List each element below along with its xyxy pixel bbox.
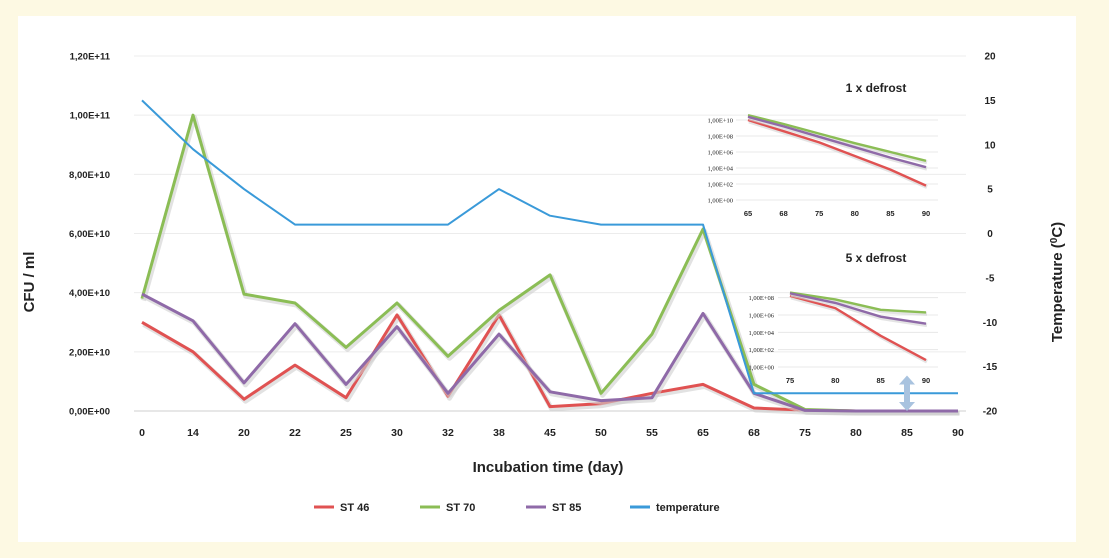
inset-series-line-st-70 [747,114,927,162]
x-tick-label: 80 [850,427,862,439]
inset-chart-2: 5 x defrost 1,00E+00 1,00E+02 1,00E+04 1,00E… [748,251,938,385]
x-tick-label: 55 [646,427,658,439]
inset-x-tick-label: 80 [831,376,839,385]
inset-series-line-st-85 [789,292,927,325]
y2-tick-label: -20 [983,407,998,418]
series-lines [140,99,960,416]
legend-item: ST 46 [314,502,369,514]
inset-series-line-st-46 [747,118,927,187]
x-tick-label: 0 [139,427,145,439]
x-axis-title: Incubation time (day) [473,459,624,476]
inset-x-tick-label: 85 [886,209,894,218]
y-tick-label: 2,00E+10 [69,347,110,358]
x-tick-label: 20 [238,427,250,439]
grid-lines [134,55,966,412]
y-tick-label: 8,00E+10 [69,170,110,181]
inset-y-tick-label: 1,00E+08 [707,134,733,141]
y-axis-title: CFU / ml [21,252,38,313]
inset-series-line-st-70 [789,291,927,314]
inset-y-tick-label: 1,00E+02 [748,347,774,354]
legend-label: ST 70 [446,502,475,514]
y-tick-label: 0,00E+00 [69,407,110,418]
legend: ST 46 ST 70 ST 85 temperature [314,502,720,514]
x-tick-label: 75 [799,427,811,439]
x-tick-label: 14 [187,427,199,439]
inset-y-tick-label: 1,00E+06 [707,150,733,157]
inset-x-tick-label: 90 [922,209,930,218]
inset-title: 1 x defrost [846,81,907,95]
series-line-st-85 [141,292,958,413]
y2-tick-label: 10 [984,140,996,151]
series-line-temperature [141,99,958,395]
y-tick-label: 6,00E+10 [69,229,110,240]
x-tick-label: 32 [442,427,454,439]
inset-x-tick-label: 80 [851,209,859,218]
inset-x-tick-label: 75 [815,209,823,218]
legend-label: ST 85 [552,502,581,514]
inset-y-tick-label: 1,00E+00 [707,198,733,205]
y-tick-label: 1,00E+11 [70,111,111,122]
inset-y-tick-label: 1,00E+06 [748,313,774,320]
figure-panel: 0,00E+00 2,00E+10 4,00E+10 6,00E+10 8,00E+10… [18,16,1076,542]
inset-x-tick-label: 75 [786,376,794,385]
inset-x-tick-label: 90 [922,376,930,385]
legend-item: ST 70 [420,502,475,514]
inset-series-line-st-46 [789,294,927,362]
inset-title: 5 x defrost [846,251,907,265]
x-tick-label: 30 [391,427,403,439]
inset-y-tick-label: 1,00E+04 [707,166,733,173]
left-y-tick-labels: 0,00E+00 2,00E+10 4,00E+10 6,00E+10 8,00E+10… [69,52,111,418]
inset-y-tick-label: 1,00E+00 [748,365,774,372]
inset-x-tick-label: 85 [876,376,884,385]
x-tick-label: 38 [493,427,505,439]
annotations [899,375,915,411]
inset-y-tick-label: 1,00E+04 [748,330,774,337]
y2-axis-title: Temperature (0C) [1049,222,1066,342]
x-tick-label: 90 [952,427,964,439]
x-tick-label: 85 [901,427,913,439]
x-tick-label: 50 [595,427,607,439]
series-shadow-st-85 [142,293,960,416]
x-tick-label: 22 [289,427,301,439]
y2-tick-label: 20 [984,52,996,63]
legend-item: ST 85 [526,502,581,514]
inset-series-line-st-85 [747,115,927,169]
x-tick-label: 65 [697,427,709,439]
inset-charts: 1 x defrost 1,00E+00 1,00E+02 1,00E+04 1,00E… [707,81,938,385]
inset-y-tick-label: 1,00E+02 [707,182,733,189]
legend-item: temperature [630,502,720,514]
x-tick-label: 45 [544,427,556,439]
series-shadow-st-70 [141,114,960,416]
x-tick-label: 25 [340,427,352,439]
inset-y-tick-label: 1,00E+08 [748,295,774,302]
degree-superscript: 0 [1049,237,1060,243]
x-tick-labels: 0 14 20 22 25 30 32 38 45 50 55 65 68 75 80 85 90 [139,427,964,439]
legend-label: ST 46 [340,502,369,514]
inset-x-tick-label: 65 [744,209,752,218]
y2-tick-label: 5 [987,185,993,196]
inset-y-tick-label: 1,00E+10 [707,118,733,125]
right-y-tick-labels: -20 -15 -10 -5 0 5 10 15 20 [983,52,998,418]
y2-tick-label: -10 [983,318,998,329]
y2-tick-label: -5 [986,273,995,284]
x-tick-label: 68 [748,427,760,439]
y-tick-label: 1,20E+11 [70,52,111,63]
inset-x-tick-label: 68 [779,209,787,218]
inset-chart-1: 1 x defrost 1,00E+00 1,00E+02 1,00E+04 1,00E… [707,81,938,218]
y2-tick-label: -15 [983,362,998,373]
y-tick-label: 4,00E+10 [69,288,110,299]
cfu-temperature-chart: 0,00E+00 2,00E+10 4,00E+10 6,00E+10 8,00E+10… [21,52,1066,515]
legend-label: temperature [656,502,720,514]
y2-tick-label: 15 [984,96,996,107]
y2-tick-label: 0 [987,229,993,240]
double-arrow-annotation [899,375,915,411]
